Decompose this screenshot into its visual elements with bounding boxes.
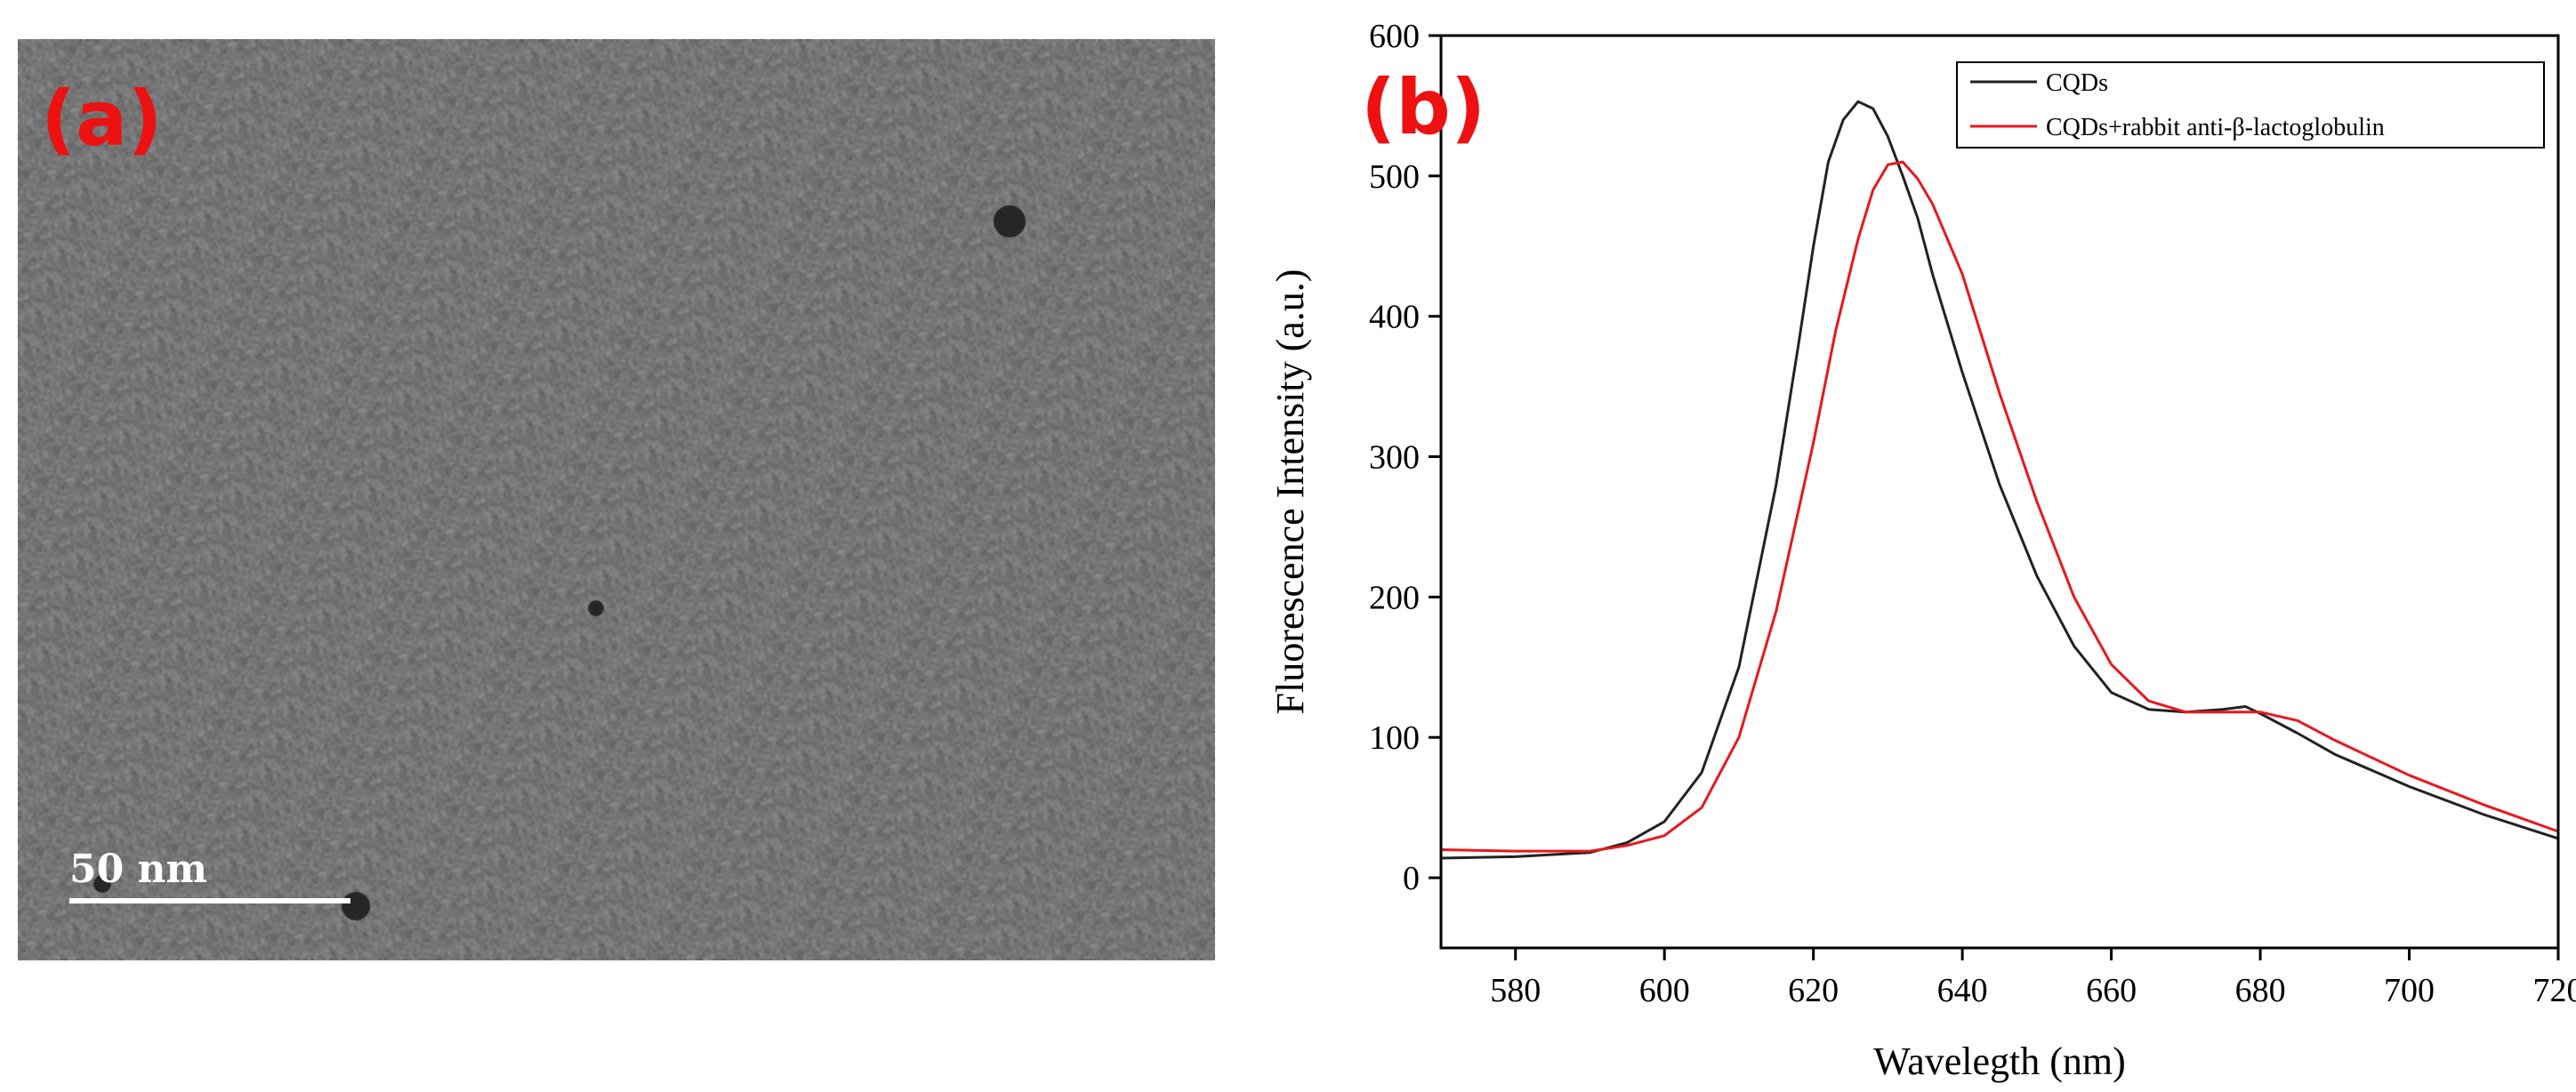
x-tick-label: 680 — [2235, 972, 2286, 1009]
scale-bar — [69, 898, 350, 903]
y-tick-label: 500 — [1369, 158, 1420, 196]
y-tick-label: 200 — [1369, 579, 1420, 616]
plot-layer — [1441, 101, 2558, 858]
legend-entry-conjugate: CQDs+rabbit anti-β-lactoglobulin — [2046, 114, 2385, 141]
fluorescence-chart-panel: 580 600 620 640 660 680 700 720 0 100 200 300 400 50… — [1245, 0, 2576, 1088]
series-line-0 — [1441, 101, 2558, 858]
x-tick-label: 660 — [2086, 972, 2137, 1009]
y-tick-label: 600 — [1369, 18, 1420, 55]
fluorescence-chart: 580 600 620 640 660 680 700 720 0 100 200 300 400 50… — [1245, 0, 2576, 1088]
y-axis-label: Fluorescence Intensity (a.u.) — [1268, 269, 1312, 715]
y-tick-label: 0 — [1403, 860, 1420, 897]
x-axis: 580 600 620 640 660 680 700 720 — [1490, 948, 2576, 1009]
legend-entry-cqds: CQDs — [2046, 69, 2108, 97]
x-tick-label: 580 — [1490, 972, 1541, 1009]
tem-micrograph-panel: (a) 50 nm — [18, 39, 1215, 960]
y-tick-label: 100 — [1369, 719, 1420, 757]
x-tick-label: 700 — [2384, 972, 2435, 1009]
x-axis-label: Wavelegth (nm) — [1873, 1040, 2126, 1083]
x-tick-label: 620 — [1788, 972, 1839, 1009]
x-tick-label: 720 — [2533, 972, 2576, 1009]
x-tick-label: 600 — [1639, 972, 1690, 1009]
plot-frame — [1441, 36, 2558, 948]
panel-b-label: (b) — [1361, 63, 1485, 152]
legend: CQDs CQDs+rabbit anti-β-lactoglobulin — [1957, 62, 2544, 148]
panel-a-label: (a) — [41, 75, 163, 164]
y-tick-label: 300 — [1369, 439, 1420, 477]
scale-bar-label: 50 nm — [69, 847, 207, 892]
x-tick-label: 640 — [1937, 972, 1988, 1009]
tem-micrograph-image — [18, 39, 1215, 960]
series-line-1 — [1441, 162, 2558, 851]
y-tick-label: 400 — [1369, 299, 1420, 336]
